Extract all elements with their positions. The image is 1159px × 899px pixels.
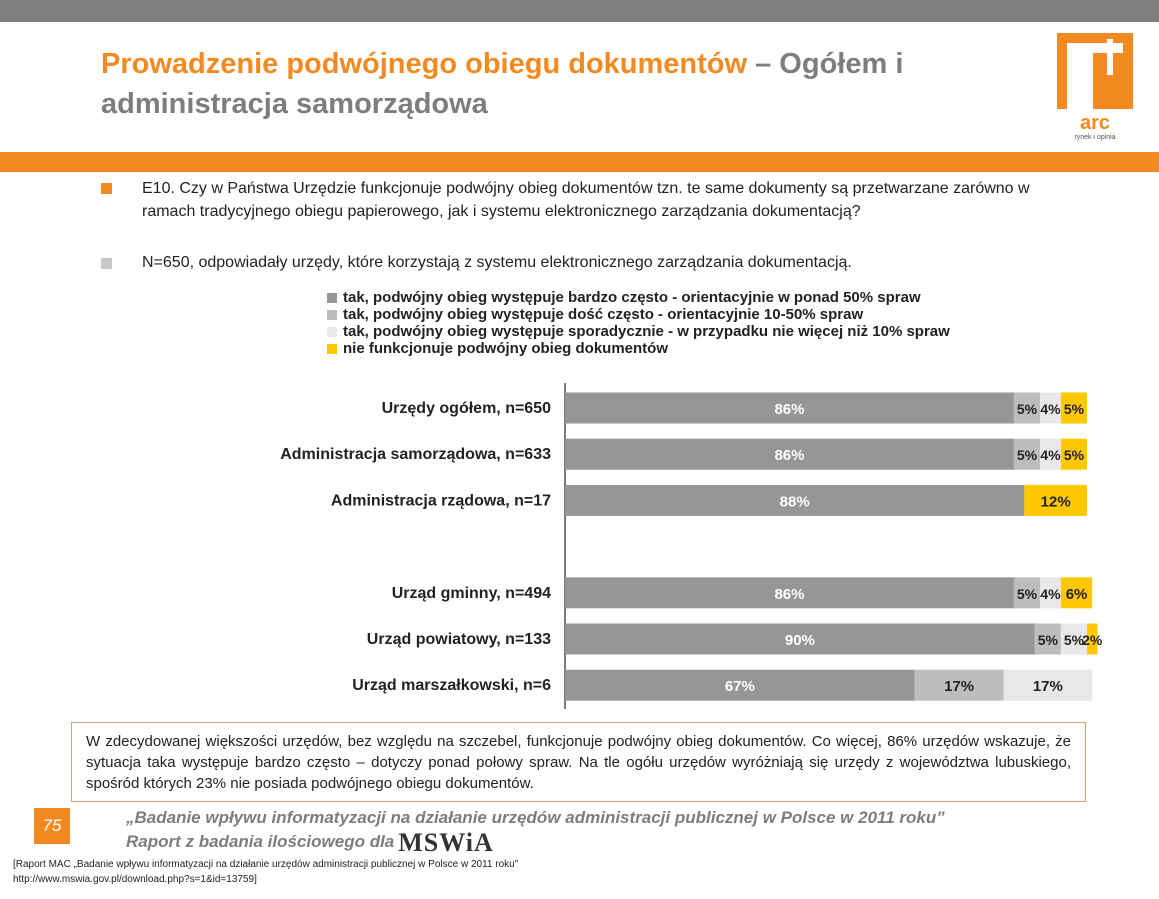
report-title: „Badanie wpływu informatyzacji na działa… (126, 806, 1066, 857)
bar-segment (1013, 577, 1041, 609)
bar-segment (1060, 392, 1087, 424)
source-line-2: http://www.mswia.gov.pl/download.php?s=1… (13, 874, 257, 885)
data-label: 17% (1033, 678, 1063, 695)
legend-item: nie funkcjonuje podwójny obieg dokumentó… (327, 340, 1087, 357)
category-label: Urząd gminny, n=494 (392, 585, 551, 602)
category-label: Urząd marszałkowski, n=6 (352, 677, 551, 694)
bar-segment (565, 577, 1014, 609)
data-label: 5% (1064, 401, 1085, 417)
legend-swatch (327, 309, 337, 320)
bar-segment (1034, 623, 1061, 655)
data-label: 86% (774, 401, 804, 418)
legend-swatch (327, 343, 337, 354)
data-label: 5% (1064, 447, 1085, 463)
bar-segment (1040, 577, 1061, 609)
source-line-1: [Raport MAC „Badanie wpływu informatyzac… (13, 859, 519, 870)
data-label: 5% (1064, 632, 1085, 648)
summary-note: W zdecydowanej większości urzędów, bez w… (71, 722, 1086, 802)
report-line-1: „Badanie wpływu informatyzacji na działa… (126, 808, 945, 827)
bar-segment (1060, 577, 1093, 609)
data-label: 5% (1017, 401, 1038, 417)
stacked-bar-chart: Urzędy ogółem, n=650 86% 5% 4% 5%Administrac… (280, 383, 1103, 709)
category-label: Administracja samorządowa, n=633 (280, 446, 551, 463)
legend-label: tak, podwójny obieg występuje dość częst… (343, 306, 864, 323)
data-label: 67% (725, 678, 755, 695)
data-label: 6% (1066, 586, 1088, 603)
bar-segment (1013, 438, 1041, 470)
data-label: 5% (1017, 586, 1038, 602)
legend-label: tak, podwójny obieg występuje bardzo czę… (343, 289, 921, 306)
data-label: 12% (1041, 493, 1071, 510)
data-label: 4% (1040, 447, 1061, 463)
bar-segment (565, 669, 915, 701)
report-subtitle: Raport z badania ilościowego dla (126, 832, 395, 851)
legend-swatch (327, 326, 337, 337)
bar-segment (565, 392, 1014, 424)
data-label: 17% (944, 678, 974, 695)
data-label: 88% (780, 493, 810, 510)
data-label: 2% (1082, 632, 1103, 648)
bar-segment (1060, 623, 1087, 655)
bar-segment (565, 623, 1035, 655)
bar-segment (1013, 392, 1041, 424)
bar-segment (1060, 438, 1087, 470)
legend-item: tak, podwójny obieg występuje dość częst… (327, 306, 1087, 323)
category-label: Urząd powiatowy, n=133 (367, 631, 551, 648)
bar-segment (565, 484, 1025, 516)
data-label: 86% (774, 586, 804, 603)
data-label: 5% (1038, 632, 1059, 648)
legend-item: tak, podwójny obieg występuje bardzo czę… (327, 289, 1087, 306)
logo-subtext: rynek i opinia (1074, 134, 1115, 141)
legend-item: tak, podwójny obieg występuje sporadyczn… (327, 323, 1087, 340)
legend-swatch (327, 292, 337, 303)
question-bullet (101, 183, 112, 194)
title-highlight: Prowadzenie podwójnego obiegu dokumentów (101, 48, 748, 80)
source-citation: [Raport MAC „Badanie wpływu informatyzac… (13, 857, 613, 887)
title-rest: – Ogółem i administracja samorządowa (101, 48, 904, 120)
category-label: Urzędy ogółem, n=650 (382, 400, 551, 417)
bar-segment (1024, 484, 1087, 516)
top-bar (0, 0, 1159, 22)
sample-bullet (101, 258, 112, 269)
legend-label: nie funkcjonuje podwójny obieg dokumentó… (343, 340, 668, 357)
data-label: 4% (1040, 401, 1061, 417)
data-label: 90% (785, 632, 815, 649)
bar-segment (1003, 669, 1093, 701)
legend-label: tak, podwójny obieg występuje sporadyczn… (343, 323, 950, 340)
chart-legend: tak, podwójny obieg występuje bardzo czę… (327, 289, 1087, 357)
bar-segment (1040, 392, 1061, 424)
category-label: Administracja rządowa, n=17 (331, 492, 551, 509)
data-label: 86% (774, 447, 804, 464)
data-label: 5% (1017, 447, 1038, 463)
bar-segment (565, 438, 1014, 470)
arc-logo: arc rynek i opinia (1057, 33, 1133, 141)
data-label: 4% (1040, 586, 1061, 602)
mswia-logo: MSWiA (398, 828, 494, 857)
bar-segment (914, 669, 1004, 701)
logo-text: arc (1080, 112, 1110, 134)
orange-divider (0, 152, 1159, 172)
page-number: 75 (34, 808, 70, 844)
page-title: Prowadzenie podwójnego obiegu dokumentów… (101, 44, 1031, 124)
bar-segment (1087, 623, 1098, 655)
sample-description: N=650, odpowiadały urzędy, które korzyst… (142, 254, 852, 271)
report-line-2: Raport z badania ilościowego dla MSWiA (126, 828, 1066, 857)
survey-question: E10. Czy w Państwa Urzędzie funkcjonuje … (142, 180, 1030, 220)
bar-segment (1040, 438, 1061, 470)
